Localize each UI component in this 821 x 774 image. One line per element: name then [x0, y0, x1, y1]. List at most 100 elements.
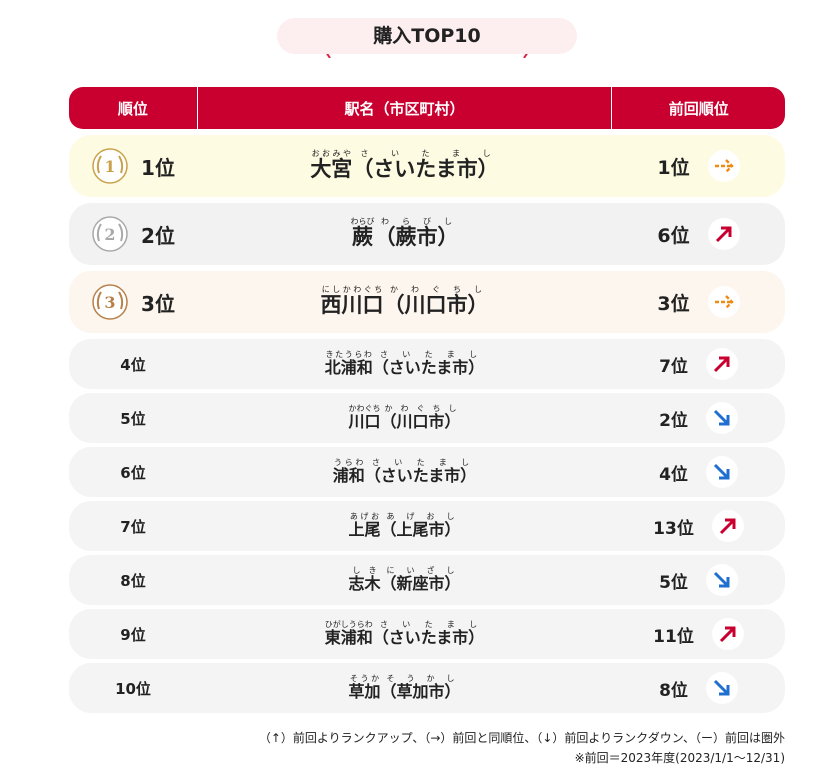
city-name-text: （蕨市）	[374, 225, 459, 249]
previous-cell: 11位	[612, 618, 785, 650]
table-row: 7位 上尾あげお（上尾市）あげおし 13位	[69, 501, 785, 551]
trend-arrow	[705, 456, 738, 488]
medal-laurel	[96, 155, 124, 174]
station-name-text: 川口	[348, 412, 381, 431]
table-row: 5位 川口かわぐち（川口市）かわぐちし 2位	[69, 393, 785, 443]
arrow	[714, 159, 734, 173]
station-name-reading: おおみや	[310, 149, 353, 158]
station-name: 浦和うらわ	[332, 458, 365, 485]
previous-cell: 1位	[612, 150, 785, 182]
rank: 1位	[141, 155, 175, 180]
header-cell: 順位	[69, 87, 198, 129]
trend-arrow	[705, 672, 738, 704]
station-name-text: 西川口	[320, 293, 384, 317]
header-cell: 駅名（市区町村）	[198, 87, 613, 129]
station-name: 草加そうか	[348, 674, 381, 701]
city-name-text: （川口市）	[383, 293, 489, 317]
city-name-text: （さいたま市）	[364, 466, 477, 485]
city-name-reading: かわぐちし	[383, 285, 489, 294]
city-name: （草加市）そうかし	[381, 674, 461, 701]
table-header: 順位 駅名（市区町村） 前回順位	[69, 87, 785, 129]
medal-circle	[92, 148, 128, 184]
station-cell: 北浦和きたうらわ（さいたま市）さいたまし	[197, 350, 612, 378]
station-name-text: 草加	[348, 682, 381, 701]
trend-arrow	[707, 218, 740, 250]
medal-number: 3	[104, 293, 115, 312]
medal-icon: 1	[92, 148, 128, 184]
table-row: 2 2位 蕨わらび（蕨市）わらびし 6位	[69, 203, 785, 265]
station-name-reading: うらわ	[332, 458, 365, 467]
rank-cell: 5位	[69, 408, 197, 429]
notes: （↑）前回よりランクアップ、（→）前回と同順位、（↓）前回よりランクダウン、（ー…	[259, 728, 785, 768]
previous-rank: 3位	[657, 292, 690, 315]
header-cell: 前回順位	[668, 99, 729, 118]
city-name-reading: さいたまし	[364, 458, 477, 467]
city-name: （さいたま市）さいたまし	[352, 149, 499, 181]
city-name-text: （さいたま市）	[352, 157, 499, 181]
arrow	[713, 409, 730, 426]
station-cell: 西川口にしかわぐち（川口市）かわぐちし	[197, 285, 612, 319]
trend-arrow	[707, 150, 740, 182]
rank-cell: 7位	[69, 516, 197, 537]
previous-cell: 13位	[612, 510, 785, 542]
table-row: 6位 浦和うらわ（さいたま市）さいたまし 4位	[69, 447, 785, 497]
station-name: 大宮おおみや	[310, 149, 352, 181]
station-name-reading: ひがしうらわ	[324, 620, 373, 629]
city-name-reading: さいたまし	[352, 149, 499, 158]
rank-cell: 10位	[69, 678, 197, 699]
city-name-text: （上尾市）	[380, 520, 461, 539]
previous-cell: 4位	[612, 456, 785, 488]
station-name-reading: しき	[348, 566, 381, 575]
table-row: 9位 東浦和ひがしうらわ（さいたま市）さいたまし 11位	[69, 609, 785, 659]
station-name-reading: かわぐち	[348, 404, 381, 413]
city-name-reading: かわぐちし	[380, 404, 461, 413]
table-row: 10位 草加そうか（草加市）そうかし 8位	[69, 663, 785, 713]
station-name-text: 東浦和	[324, 628, 373, 647]
city-name: （川口市）かわぐちし	[381, 404, 461, 431]
trend-arrow	[711, 618, 744, 650]
city-name: （川口市）かわぐちし	[383, 285, 489, 317]
previous-cell: 7位	[612, 348, 785, 380]
station-name: 北浦和きたうらわ	[325, 350, 373, 377]
station-name: 西川口にしかわぐち	[320, 285, 384, 317]
arrow	[713, 356, 730, 373]
rank-cell: 4位	[69, 354, 197, 375]
medal-laurel	[96, 223, 124, 242]
station-name: 志木しき	[348, 566, 380, 593]
station-cell: 蕨わらび（蕨市）わらびし	[197, 217, 612, 251]
previous-rank: 1位	[657, 156, 690, 179]
previous-rank: 13位	[653, 518, 694, 539]
city-name-reading: そうかし	[380, 674, 461, 683]
station-name: 蕨わらび	[351, 217, 375, 249]
city-name-text: （さいたま市）	[372, 628, 485, 647]
rank-cell: 9位	[69, 624, 197, 645]
medal-circle	[92, 216, 128, 252]
rank: 4位	[120, 355, 146, 374]
station-cell: 川口かわぐち（川口市）かわぐちし	[197, 404, 612, 432]
city-name: （蕨市）わらびし	[374, 217, 459, 249]
arrow	[714, 295, 734, 309]
station-cell: 大宮おおみや（さいたま市）さいたまし	[197, 149, 612, 183]
station-name-reading: わらび	[350, 217, 375, 226]
rank-cell: 3 3位	[69, 283, 197, 321]
station-name-text: 浦和	[332, 466, 365, 485]
rank: 9位	[120, 625, 146, 644]
rank-cell: 2 2位	[69, 215, 197, 253]
trend-arrow	[705, 402, 738, 434]
trend-arrow	[707, 286, 740, 318]
trend-arrow	[705, 564, 738, 596]
rank: 5位	[120, 409, 146, 428]
rank: 3位	[141, 291, 175, 316]
station-name: 川口かわぐち	[348, 404, 381, 431]
medal-number: 1	[104, 157, 115, 176]
arrow	[719, 518, 736, 535]
previous-rank: 8位	[659, 680, 688, 701]
station-name-reading: そうか	[348, 674, 381, 683]
note: （↑）前回よりランクアップ、（→）前回と同順位、（↓）前回よりランクダウン、（ー…	[258, 731, 785, 745]
station-name: 東浦和ひがしうらわ	[324, 620, 373, 647]
medal-icon: 3	[92, 284, 128, 320]
station-name-reading: きたうらわ	[324, 350, 373, 359]
station-cell: 志木しき（新座市）にいざし	[197, 566, 612, 594]
station-cell: 浦和うらわ（さいたま市）さいたまし	[197, 458, 612, 486]
